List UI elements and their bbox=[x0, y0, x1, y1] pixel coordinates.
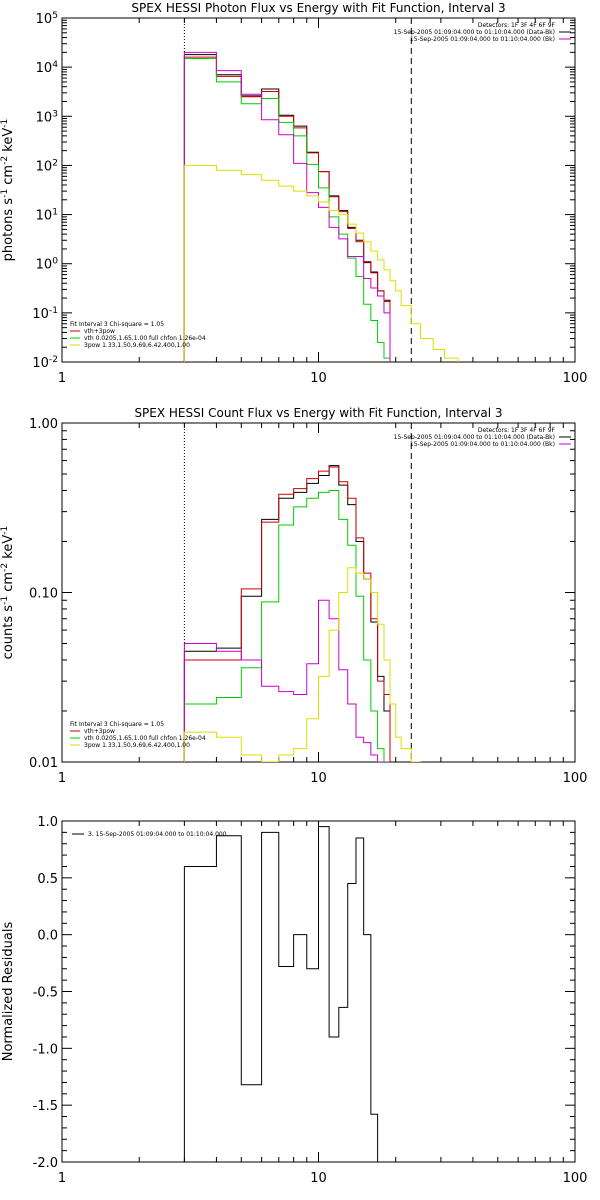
photon-ytick-label: 10-2 bbox=[32, 355, 58, 371]
count-series-vth bbox=[183, 489, 390, 762]
residuals-xtick-label: 100 bbox=[563, 1171, 588, 1186]
count-legend-title: Fit Interval 3 Chi-square = 1.05 bbox=[70, 721, 164, 728]
count-header-line: Detectors: 1F 3F 4F 6F 9F bbox=[478, 427, 556, 434]
photon-ytick-label: 105 bbox=[36, 11, 58, 27]
count-series-bk bbox=[183, 599, 390, 762]
photon-axes-box bbox=[61, 17, 576, 363]
count-legend-label: 3pow 1.33,1.50,9.69,6.42,400,1.00 bbox=[84, 742, 190, 749]
count-ytick-label: 0.10 bbox=[29, 587, 58, 602]
count-header-line: 15-Sep-2005 01:09:04.000 to 01:10:04.000… bbox=[410, 441, 555, 448]
residuals-series-residuals bbox=[183, 826, 379, 1162]
residuals-xtick-label: 10 bbox=[310, 1171, 327, 1186]
photon-xtick-label: 10 bbox=[310, 371, 327, 386]
photon-series-vth-3pow bbox=[183, 56, 391, 362]
residuals-ytick-label: -1.5 bbox=[33, 1099, 58, 1114]
photon-ytick-label: 100 bbox=[36, 257, 59, 273]
count-ytick-label: 0.01 bbox=[29, 756, 58, 771]
residuals-ytick-label: -1.0 bbox=[33, 1042, 58, 1057]
residuals-ytick-label: 1.0 bbox=[37, 815, 58, 830]
residuals-xtick-label: 1 bbox=[58, 1171, 66, 1186]
photon-header-line: 15-Sep-2005 01:09:04.000 to 01:10:04.000… bbox=[394, 29, 555, 36]
panel-photon: SPEX HESSI Photon Flux vs Energy with Fi… bbox=[0, 1, 587, 386]
photon-ytick-label: 104 bbox=[36, 60, 59, 76]
residuals-ytick-label: -0.5 bbox=[33, 986, 58, 1001]
photon-legend-label: 3pow 1.33,1.50,9.69,6.42,400,1.00 bbox=[84, 342, 190, 349]
panel-residuals: 1 10 100 -2.0 -1.5 -1.0 -0.5 0.0 0.5 1.0 Normalize… bbox=[1, 815, 587, 1186]
count-xtick-label: 10 bbox=[310, 771, 327, 786]
photon-legend-label: vth 0.0205,1.65,1.00 full chfon 1.26e-04 bbox=[84, 335, 206, 342]
photon-ytick-label: 101 bbox=[36, 208, 58, 224]
photon-series-data-bk bbox=[183, 54, 391, 362]
residuals-ytick-label: -2.0 bbox=[33, 1156, 58, 1171]
count-xtick-label: 1 bbox=[58, 771, 66, 786]
count-ylabel: counts s-1 cm-2 keV-1 bbox=[0, 526, 16, 660]
photon-xtick-label: 1 bbox=[58, 371, 66, 386]
residuals-ytick-label: 0.0 bbox=[37, 929, 58, 944]
residuals-legend-label: 3. 15-Sep-2005 01:09:04.000 to 01:10:04.… bbox=[88, 831, 227, 838]
count-header-line: 15-Sep-2005 01:09:04.000 to 01:10:04.000… bbox=[394, 434, 555, 441]
panel-count: SPEX HESSI Count Flux vs Energy with Fit… bbox=[0, 406, 587, 786]
count-ytick-label: 1.00 bbox=[29, 417, 58, 432]
residuals-ylabel: Normalized Residuals bbox=[1, 922, 16, 1062]
photon-legend-label: vth+3pow bbox=[84, 328, 115, 335]
count-series-3pow bbox=[183, 567, 421, 762]
count-series-data-bk bbox=[183, 465, 391, 762]
photon-legend-title: Fit Interval 3 Chi-square = 1.05 bbox=[70, 321, 164, 328]
photon-header-line: Detectors: 1F 3F 4F 6F 9F bbox=[478, 22, 556, 29]
photon-header-line: 15-Sep-2005 01:09:04.000 to 01:10:04.000… bbox=[410, 36, 555, 43]
photon-xtick-label: 100 bbox=[563, 371, 588, 386]
photon-series-bk bbox=[183, 51, 391, 362]
photon-series-3pow bbox=[183, 164, 459, 362]
count-title: SPEX HESSI Count Flux vs Energy with Fit… bbox=[134, 406, 502, 420]
photon-ytick-label: 103 bbox=[36, 109, 59, 125]
photon-series-vth bbox=[183, 57, 391, 362]
count-series-vth-3pow bbox=[183, 466, 391, 762]
count-legend-label: vth 0.0205,1.65,1.00 full chfon 1.26e-04 bbox=[84, 735, 206, 742]
count-xtick-label: 100 bbox=[563, 771, 588, 786]
count-legend-label: vth+3pow bbox=[84, 728, 115, 735]
photon-title: SPEX HESSI Photon Flux vs Energy with Fi… bbox=[131, 1, 505, 15]
residuals-ytick-label: 0.5 bbox=[37, 872, 58, 887]
photon-ytick-label: 10-1 bbox=[32, 306, 58, 322]
photon-ytick-label: 102 bbox=[36, 158, 58, 174]
photon-ylabel: photons s-1 cm-2 keV-1 bbox=[0, 119, 16, 262]
